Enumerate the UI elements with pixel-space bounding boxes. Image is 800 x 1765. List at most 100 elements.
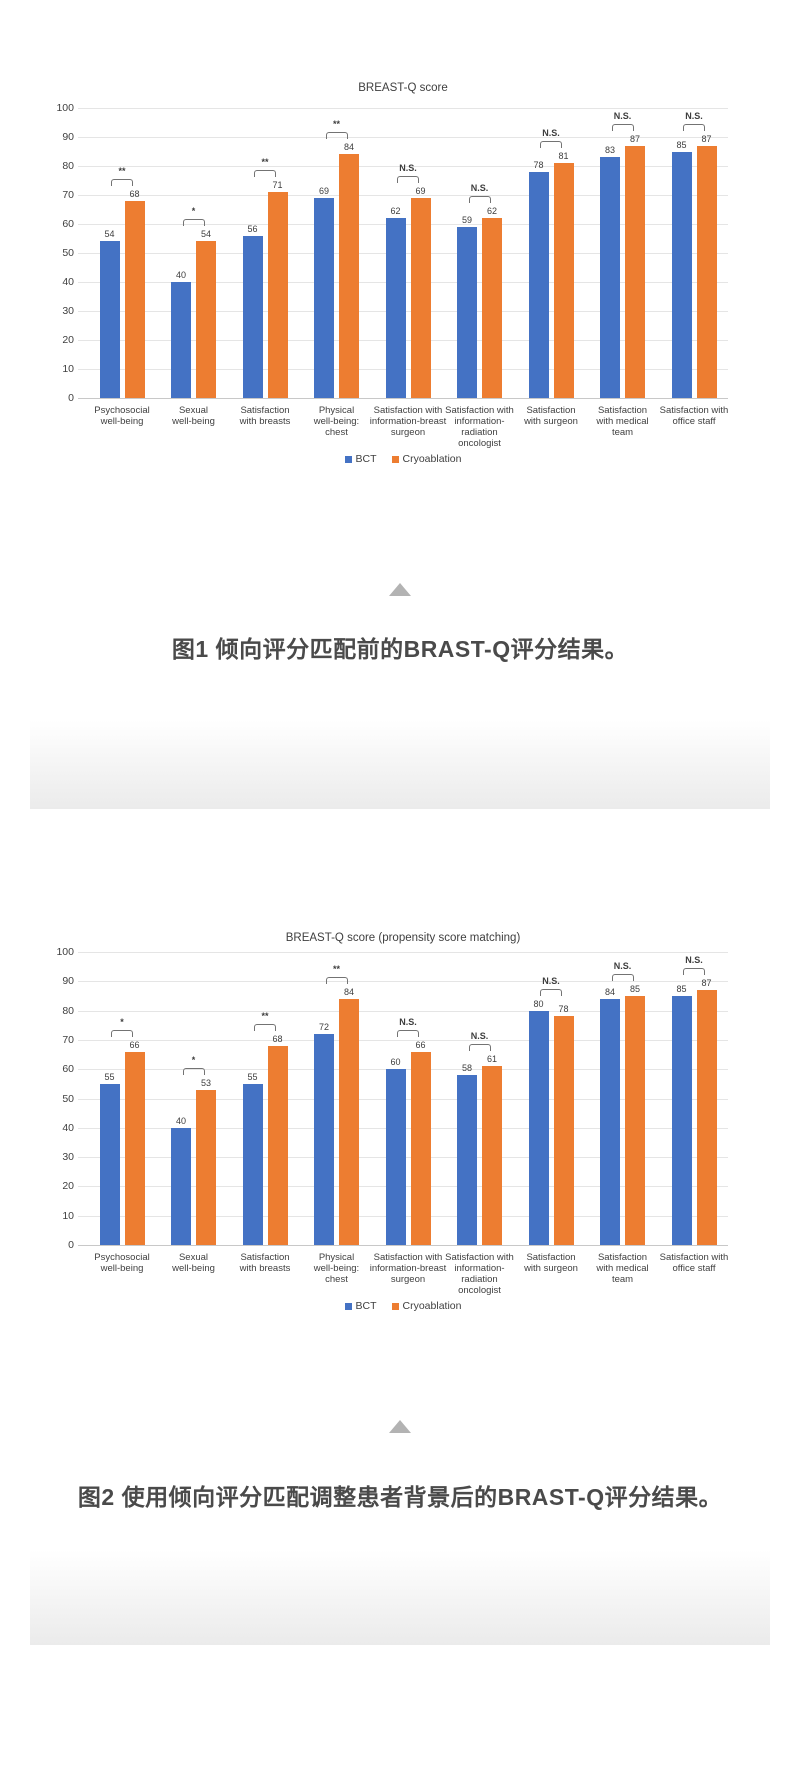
bar-bct bbox=[600, 157, 620, 398]
significance-label: N.S. bbox=[685, 955, 703, 966]
legend-item-cryoablation: Cryoablation bbox=[391, 1300, 461, 1312]
bar-cryoablation bbox=[124, 200, 145, 398]
chart-title: BREAST-Q score (propensity score matchin… bbox=[285, 932, 521, 944]
bar-value-label: 84 bbox=[343, 142, 354, 153]
bar-cryoablation bbox=[625, 145, 645, 398]
bar-value-label: 54 bbox=[200, 229, 211, 240]
significance-bracket bbox=[182, 1067, 205, 1075]
category-label-line: office staff bbox=[672, 416, 716, 427]
category-label-line: with medical bbox=[596, 416, 649, 427]
bar-cryoablation bbox=[553, 1016, 574, 1245]
category-label-line: Satisfaction bbox=[240, 1252, 290, 1263]
bar-cryoablation bbox=[696, 990, 717, 1245]
significance-bracket bbox=[540, 141, 562, 149]
significance-label: * bbox=[120, 1016, 124, 1027]
category-label: Satisfaction with medical team bbox=[580, 405, 666, 438]
category-label-line: chest bbox=[325, 1274, 348, 1285]
bar-value-label: 84 bbox=[604, 986, 615, 997]
section-divider bbox=[30, 720, 770, 809]
category-label: Satisfaction with breasts bbox=[222, 1252, 308, 1274]
bar-bct bbox=[99, 241, 120, 398]
category-label-line: oncologist bbox=[458, 438, 501, 449]
category-label-line: well-being bbox=[172, 416, 215, 427]
significance-bracket bbox=[254, 170, 276, 178]
y-axis-tick-label: 40 bbox=[62, 1121, 74, 1134]
bar-cryoablation bbox=[696, 145, 717, 398]
bar-bct bbox=[171, 282, 191, 398]
bar-bct bbox=[671, 995, 692, 1245]
category-label-line: Sexual bbox=[178, 405, 209, 416]
significance-label: N.S. bbox=[399, 1016, 417, 1027]
figure2-caption: 图2 使用倾向评分匹配调整患者背景后的BRAST-Q评分结果。 bbox=[77, 1484, 723, 1510]
category-label-line: well-being: bbox=[313, 1263, 360, 1274]
bar-cryoablation bbox=[410, 1051, 431, 1245]
category-label: Psychosocial well-being bbox=[79, 1252, 165, 1274]
legend-item-bct: BCT bbox=[344, 1300, 377, 1312]
category-label-line: Satisfaction with bbox=[659, 1252, 729, 1263]
category-label-line: chest bbox=[325, 427, 348, 438]
category-label-line: Satisfaction with bbox=[373, 1252, 443, 1263]
bar-bct bbox=[99, 1083, 120, 1245]
significance-bracket bbox=[611, 973, 634, 981]
y-axis-tick-label: 10 bbox=[62, 363, 74, 375]
category-label-line: office staff bbox=[672, 1263, 716, 1274]
legend-label: BCT bbox=[355, 453, 377, 465]
category-label: Psychosocial well-being bbox=[79, 405, 165, 427]
bar-value-label: 72 bbox=[318, 1022, 329, 1033]
significance-label: N.S. bbox=[613, 110, 632, 121]
bar-cryoablation bbox=[482, 1066, 502, 1245]
bar-value-label: 85 bbox=[676, 983, 687, 994]
bar-bct bbox=[385, 1069, 406, 1245]
category-label-line: surgeon bbox=[390, 1274, 426, 1285]
y-axis-tick-label: 0 bbox=[68, 392, 74, 404]
chart-legend: BCT Cryoablation bbox=[78, 453, 728, 465]
grid-line bbox=[78, 398, 728, 399]
grid-line bbox=[78, 981, 728, 983]
significance-label: N.S. bbox=[399, 162, 417, 173]
significance-label: N.S. bbox=[542, 128, 560, 139]
category-label-line: surgeon bbox=[390, 427, 426, 438]
category-label: Satisfaction with office staff bbox=[651, 405, 737, 427]
bar-value-label: 62 bbox=[390, 206, 401, 217]
significance-bracket bbox=[468, 196, 491, 204]
breast-q-chart-propensity-matched: BREAST-Q score (propensity score matchin… bbox=[0, 928, 800, 1338]
category-label-line: oncologist bbox=[458, 1285, 501, 1296]
bar-value-label: 66 bbox=[415, 1039, 426, 1050]
category-label-line: Physical bbox=[318, 1252, 355, 1263]
y-axis-tick-label: 80 bbox=[62, 1004, 74, 1017]
significance-bracket bbox=[683, 968, 705, 976]
legend-swatch-bct bbox=[344, 1302, 352, 1310]
bar-value-label: 54 bbox=[104, 229, 115, 240]
category-label-line: Sexual bbox=[178, 1252, 209, 1263]
grid-line bbox=[78, 1010, 728, 1012]
y-axis-tick-label: 70 bbox=[62, 1033, 74, 1046]
significance-label: ** bbox=[118, 165, 126, 176]
y-axis-tick-label: 50 bbox=[62, 1092, 74, 1105]
bar-bct bbox=[528, 1010, 549, 1245]
significance-label: * bbox=[191, 1054, 196, 1065]
y-axis-tick-label: 30 bbox=[62, 1151, 74, 1164]
legend-label: Cryoablation bbox=[402, 453, 462, 465]
significance-label: ** bbox=[261, 157, 269, 168]
significance-bracket bbox=[111, 1029, 133, 1037]
bar-bct bbox=[242, 235, 263, 398]
category-label: Sexual well-being bbox=[151, 405, 237, 427]
y-axis-tick-label: 20 bbox=[62, 1180, 74, 1193]
category-label: Satisfaction with information-radiation on… bbox=[437, 1252, 523, 1296]
bar-value-label: 60 bbox=[390, 1057, 401, 1068]
category-label-line: Satisfaction with bbox=[373, 405, 443, 416]
category-label: Physical well-being: chest bbox=[294, 405, 380, 438]
chart-legend: BCT Cryoablation bbox=[78, 1300, 728, 1312]
grid-line bbox=[78, 137, 728, 138]
category-label-line: with breasts bbox=[239, 1263, 291, 1274]
legend-swatch-cryoablation bbox=[391, 1302, 399, 1310]
bar-value-label: 69 bbox=[318, 185, 329, 196]
bar-value-label: 62 bbox=[486, 206, 497, 217]
category-label-line: Psychosocial bbox=[94, 1252, 150, 1263]
significance-label: N.S. bbox=[685, 110, 703, 121]
bar-value-label: 56 bbox=[247, 223, 258, 234]
bar-value-label: 68 bbox=[129, 188, 140, 199]
category-label-line: radiation bbox=[461, 1274, 498, 1285]
legend-swatch-bct bbox=[344, 455, 352, 463]
significance-label: N.S. bbox=[470, 1031, 489, 1042]
